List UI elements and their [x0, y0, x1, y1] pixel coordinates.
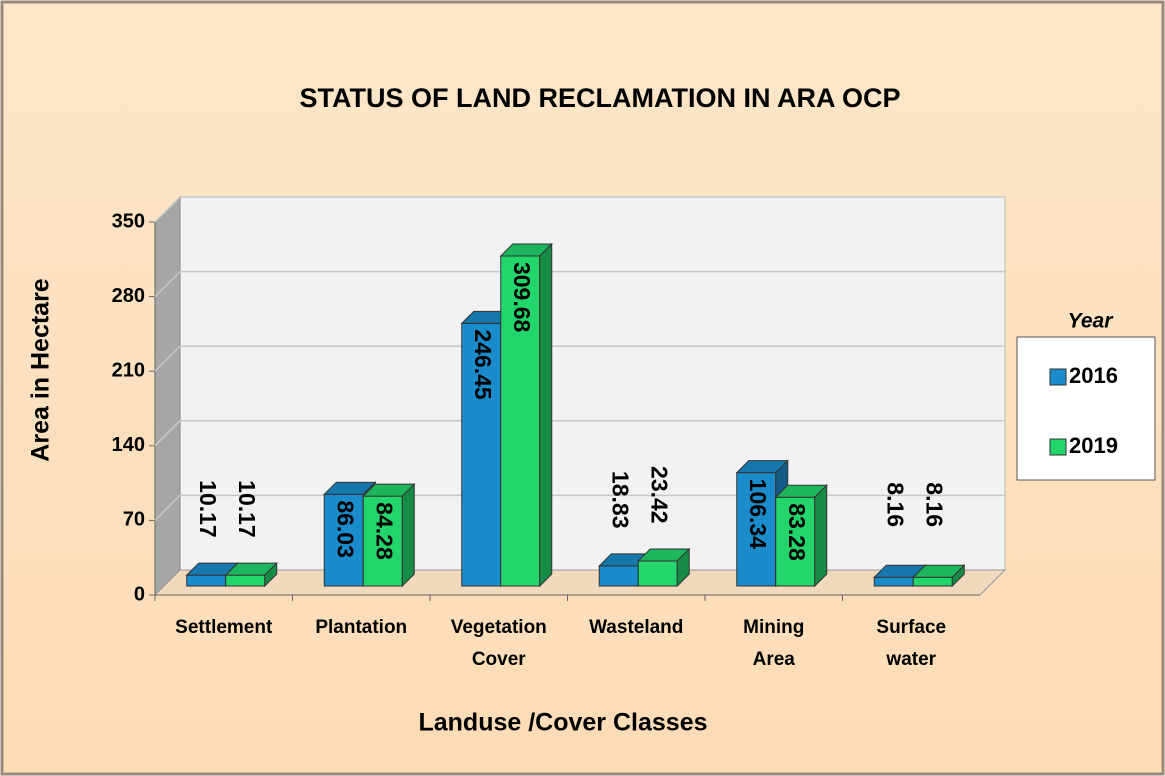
bar-side [401, 482, 415, 588]
value-label: 84.28 [372, 502, 398, 560]
grid-line [154, 196, 1005, 223]
chart-title: STATUS OF LAND RECLAMATION IN ARA OCP [300, 83, 901, 113]
x-tick-label-line: Area [753, 649, 796, 670]
x-tick-label: Surface water [876, 617, 946, 670]
value-label: 309.68 [509, 262, 535, 333]
bar [912, 564, 966, 588]
bar-front [912, 576, 953, 587]
bar [774, 484, 828, 588]
bar [224, 561, 278, 588]
grid-line [154, 420, 1005, 447]
y-tick-label: 350 [112, 210, 145, 232]
x-tick-label: Mining Area [743, 617, 804, 670]
side-wall [154, 195, 181, 597]
bar-side [264, 561, 278, 588]
x-tick-label-line: Settlement [175, 617, 273, 638]
bar-front [323, 493, 364, 587]
bar-front [873, 576, 914, 587]
legend-box [1016, 336, 1156, 481]
x-tick-label-line: water [885, 649, 936, 670]
legend-label: 2016 [1069, 363, 1118, 388]
bar-side [676, 547, 690, 588]
x-tick-label-line: Surface [876, 617, 946, 638]
bar [637, 547, 691, 588]
y-tick-label: 280 [112, 285, 145, 307]
legend-label: 2019 [1069, 433, 1118, 458]
value-label: 10.17 [195, 480, 221, 538]
x-tick-label-line: Plantation [315, 617, 407, 638]
bar-side [951, 564, 965, 588]
bar-front [736, 472, 777, 587]
bar-front [500, 255, 541, 587]
y-axis-label: Area in Hectare [27, 278, 55, 462]
value-label: 106.34 [745, 479, 771, 550]
grid-line [154, 494, 1005, 521]
x-tick-label-line: Cover [472, 649, 526, 670]
value-label: 8.16 [883, 482, 909, 527]
value-label: 10.17 [234, 480, 260, 538]
x-tick-label-line: Mining [743, 617, 804, 638]
y-tick-label: 0 [134, 583, 145, 605]
legend-title: Year [1068, 310, 1115, 333]
y-tick-label: 70 [123, 509, 145, 531]
y-tick-label: 140 [112, 434, 145, 456]
x-tick-label-line: Wasteland [589, 617, 683, 638]
value-label: 8.16 [922, 482, 948, 527]
bar [362, 482, 416, 588]
x-tick-label: Settlement [175, 617, 273, 638]
legend-swatch [1049, 438, 1067, 456]
grid-line [154, 270, 1005, 298]
bar-side [814, 484, 828, 588]
bar-front [637, 560, 678, 587]
bar [499, 242, 553, 588]
back-wall [179, 196, 1006, 571]
bar [598, 552, 652, 588]
bar-front [598, 565, 639, 587]
x-tick-label: Wasteland [589, 617, 683, 638]
x-axis-label: Landuse /Cover Classes [418, 709, 707, 737]
legend-swatch [1049, 368, 1067, 386]
value-label: 86.03 [333, 500, 359, 558]
bar-front [461, 322, 502, 587]
y-tick-label: 210 [112, 359, 145, 381]
bar-front [225, 574, 266, 587]
value-label: 18.83 [608, 471, 634, 529]
value-label: 246.45 [470, 329, 496, 400]
bar-front [186, 574, 227, 587]
value-label: 23.42 [647, 466, 673, 524]
bar-side [539, 242, 553, 588]
x-tick-label: Plantation [315, 617, 407, 638]
grid-line [154, 345, 1005, 372]
bar-front [362, 495, 403, 587]
x-tick-label: Vegetation Cover [451, 617, 547, 670]
x-tick-label-line: Vegetation [451, 617, 547, 638]
value-label: 83.28 [784, 503, 810, 561]
